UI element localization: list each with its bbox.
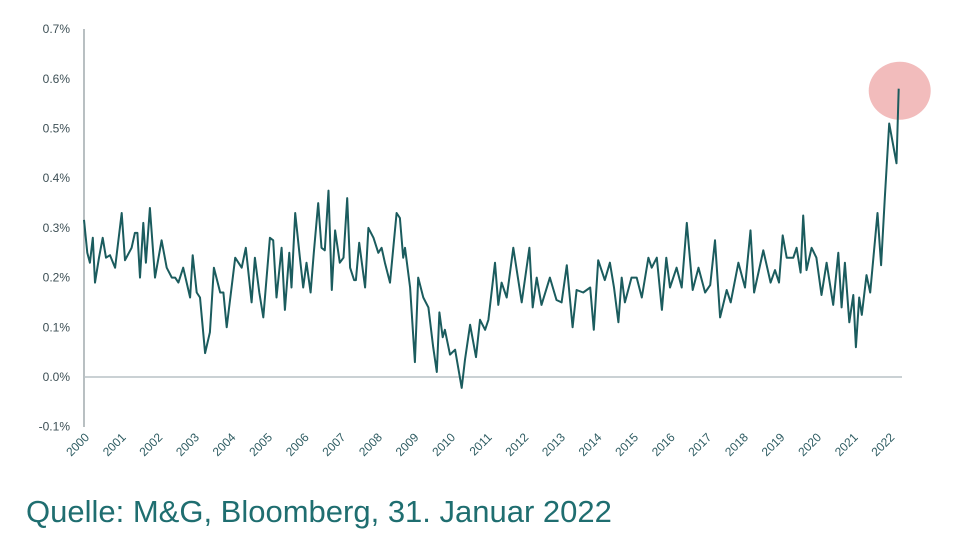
x-tick-label: 2004 bbox=[210, 430, 239, 459]
x-tick-label: 2011 bbox=[467, 430, 495, 458]
x-tick-label: 2009 bbox=[393, 430, 422, 459]
y-tick-label: 0.5% bbox=[43, 122, 71, 136]
x-tick-label: 2002 bbox=[137, 430, 166, 459]
x-tick-label: 2017 bbox=[686, 430, 715, 459]
x-tick-label: 2022 bbox=[869, 430, 898, 459]
x-tick-label: 2016 bbox=[649, 430, 678, 459]
x-tick-label: 2005 bbox=[246, 430, 275, 459]
x-tick-label: 2020 bbox=[795, 430, 824, 459]
y-tick-label: -0.1% bbox=[39, 420, 71, 434]
series-line bbox=[83, 88, 900, 389]
source-caption: Quelle: M&G, Bloomberg, 31. Januar 2022 bbox=[26, 494, 612, 529]
x-tick-label: 2008 bbox=[356, 430, 385, 459]
y-tick-label: 0.2% bbox=[43, 271, 71, 285]
y-tick-label: 0.1% bbox=[43, 320, 71, 334]
y-tick-label: 0.3% bbox=[43, 221, 71, 235]
y-tick-label: 0.6% bbox=[43, 72, 71, 86]
x-tick-label: 2014 bbox=[576, 430, 605, 459]
x-tick-label: 2006 bbox=[283, 430, 312, 459]
x-tick-label: 2010 bbox=[429, 430, 458, 459]
x-tick-label: 2018 bbox=[722, 430, 751, 459]
x-tick-label: 2012 bbox=[503, 430, 532, 459]
x-tick-label: 2015 bbox=[612, 430, 641, 459]
x-tick-label: 2013 bbox=[539, 430, 568, 459]
x-tick-label: 2007 bbox=[320, 430, 349, 459]
x-tick-label: 2019 bbox=[759, 430, 788, 459]
y-tick-label: 0.7% bbox=[43, 22, 71, 36]
x-tick-label: 2021 bbox=[832, 430, 861, 459]
y-tick-label: 0.0% bbox=[43, 370, 71, 384]
highlight-circle bbox=[868, 61, 931, 120]
x-tick-label: 2000 bbox=[63, 430, 92, 459]
y-tick-label: 0.4% bbox=[43, 171, 71, 185]
x-tick-label: 2001 bbox=[100, 430, 129, 459]
x-tick-label: 2003 bbox=[173, 430, 202, 459]
